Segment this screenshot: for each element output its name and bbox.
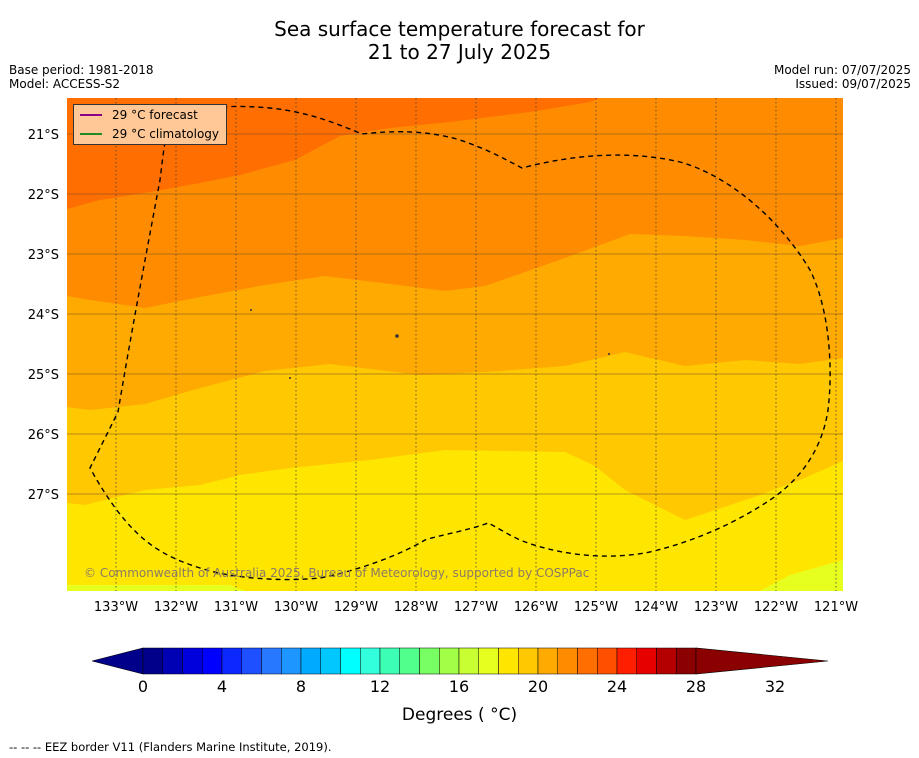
colorbar-cell <box>182 647 203 675</box>
lat-label: 23°S <box>28 248 59 263</box>
lat-label: 27°S <box>28 488 59 503</box>
lat-label: 21°S <box>28 128 59 143</box>
colorbar-cell <box>300 647 321 675</box>
sst-contours <box>67 98 843 591</box>
lon-label: 127°W <box>454 600 498 615</box>
colorbar-tick-label: 28 <box>686 677 706 696</box>
lat-label: 25°S <box>28 368 59 383</box>
lat-label: 26°S <box>28 428 59 443</box>
legend-climatology-label: 29 °C climatology <box>112 127 220 141</box>
lon-label: 123°W <box>694 600 738 615</box>
colorbar-cell <box>360 647 381 675</box>
lon-label: 132°W <box>154 600 198 615</box>
colorbar-cell <box>241 647 262 675</box>
lon-label: 133°W <box>94 600 138 615</box>
meta-right: Model run: 07/07/2025 Issued: 09/07/2025 <box>774 63 911 91</box>
colorbar-cell <box>498 647 519 675</box>
colorbar-cell <box>399 647 420 675</box>
eez-border <box>89 105 831 581</box>
colorbar-tick-label: 16 <box>449 677 469 696</box>
lon-label: 130°W <box>274 600 318 615</box>
forecast-line-swatch <box>80 114 102 116</box>
colorbar-min-extend <box>91 647 144 675</box>
colorbar-cell <box>142 647 163 675</box>
colorbar-cell <box>261 647 282 675</box>
legend-forecast-label: 29 °C forecast <box>112 108 198 122</box>
colorbar-cell <box>458 647 479 675</box>
lon-label: 125°W <box>574 600 618 615</box>
colorbar-cell <box>636 647 657 675</box>
colorbar-cell <box>439 647 460 675</box>
colorbar-cell <box>597 647 618 675</box>
colorbar <box>91 647 829 675</box>
colorbar-ticks: 0 4 8 12 16 20 24 28 32 <box>138 677 785 696</box>
islands <box>250 309 610 379</box>
lon-label: 124°W <box>634 600 678 615</box>
colorbar-cell <box>320 647 341 675</box>
climatology-line-swatch <box>80 133 102 135</box>
colorbar-cell <box>478 647 499 675</box>
colorbar-tick-label: 20 <box>528 677 548 696</box>
colorbar-cell <box>162 647 183 675</box>
colorbar-cell <box>379 647 400 675</box>
colorbar-cell <box>281 647 302 675</box>
colorbar-cell <box>656 647 677 675</box>
base-period: Base period: 1981-2018 <box>9 63 154 77</box>
lon-label: 128°W <box>394 600 438 615</box>
colorbar-tick-label: 12 <box>370 677 390 696</box>
colorbar-cell <box>577 647 598 675</box>
title-line-1: Sea surface temperature forecast for <box>274 17 645 41</box>
model-run: Model run: 07/07/2025 <box>773 63 911 77</box>
lon-label: 126°W <box>514 600 558 615</box>
legend-forecast: 29 °C forecast <box>80 107 198 123</box>
colorbar-tick-label: 32 <box>765 677 785 696</box>
colorbar-cell <box>419 647 440 675</box>
eez-footnote: -- -- -- EEZ border V11 (Flanders Marine… <box>9 740 332 754</box>
colorbar-label: Degrees ( °C) <box>401 705 518 725</box>
model-name: Model: ACCESS-S2 <box>9 77 121 91</box>
lat-label: 22°S <box>28 188 59 203</box>
colorbar-cell <box>518 647 539 675</box>
colorbar-tick-label: 4 <box>217 677 227 696</box>
colorbar-tick-label: 0 <box>138 677 148 696</box>
colorbar-tick-label: 24 <box>607 677 627 696</box>
lon-label: 121°W <box>814 600 858 615</box>
lon-label: 131°W <box>214 600 258 615</box>
lon-labels: 133°W 132°W 131°W 130°W 129°W 128°W 127°W 126°W… <box>94 600 858 615</box>
colorbar-cell <box>202 647 223 675</box>
colorbar-cell <box>676 647 697 675</box>
colorbar-cell <box>221 647 242 675</box>
contour-legend: 29 °C forecast 29 °C climatology <box>73 104 227 145</box>
issued-date: Issued: 09/07/2025 <box>795 77 911 91</box>
copyright-notice: © Commonwealth of Australia 2025, Bureau… <box>84 566 590 580</box>
colorbar-cell <box>537 647 558 675</box>
colorbar-max-extend <box>695 647 829 675</box>
lat-label: 24°S <box>28 308 59 323</box>
map-title: Sea surface temperature forecast for 21 … <box>0 18 919 64</box>
colorbar-cell <box>616 647 637 675</box>
title-line-2: 21 to 27 July 2025 <box>367 40 552 64</box>
meta-left: Base period: 1981-2018 Model: ACCESS-S2 <box>9 63 154 91</box>
colorbar-tick-label: 8 <box>296 677 306 696</box>
colorbar-cell <box>340 647 361 675</box>
lon-label: 129°W <box>334 600 378 615</box>
lat-labels: 21°S 22°S 23°S 24°S 25°S 26°S 27°S <box>28 128 59 503</box>
legend-climatology: 29 °C climatology <box>80 126 219 142</box>
colorbar-cell <box>557 647 578 675</box>
lon-label: 122°W <box>754 600 798 615</box>
